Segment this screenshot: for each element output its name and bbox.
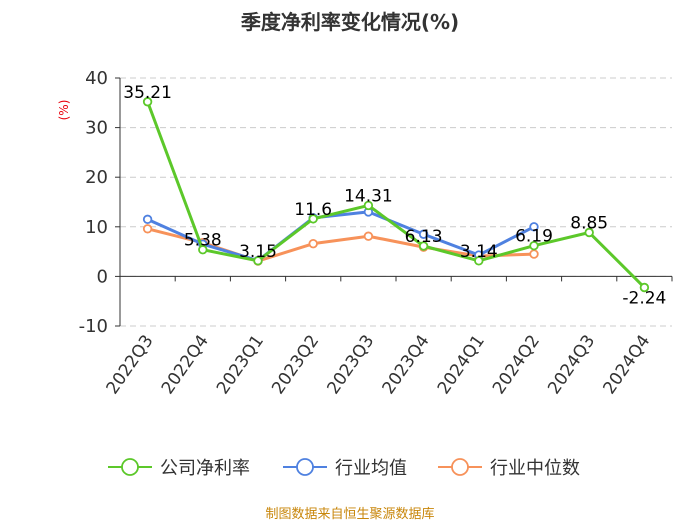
data-label: -2.24 [622, 289, 666, 309]
x-tick-label: 2023Q2 [268, 331, 323, 398]
y-tick-label: 0 [97, 266, 108, 287]
data-label: 35.21 [123, 83, 172, 103]
series-group [142, 97, 650, 293]
legend-label: 行业中位数 [490, 458, 580, 479]
legend[interactable]: 公司净利率 行业均值 行业中位数 [108, 458, 580, 479]
x-tick-label: 2024Q1 [434, 331, 489, 398]
data-point [363, 231, 374, 241]
y-tick-label: 40 [85, 68, 108, 89]
x-tick-label: 2022Q3 [103, 331, 158, 398]
x-tick-label: 2024Q4 [599, 331, 654, 398]
data-label: 6.13 [405, 227, 443, 247]
data-point [529, 222, 539, 232]
y-tick-label: -10 [79, 316, 108, 337]
legend-marker-icon [296, 458, 314, 476]
data-point [142, 97, 153, 107]
y-tick-label: 10 [85, 217, 108, 238]
y-tick-label: 30 [85, 118, 108, 139]
grid-lines [120, 77, 672, 327]
data-point [142, 224, 153, 234]
data-point [474, 256, 484, 266]
data-point [198, 245, 208, 255]
data-point [308, 238, 318, 249]
x-tick-label: 2023Q3 [323, 331, 378, 398]
data-point [253, 256, 263, 266]
data-point [529, 240, 539, 251]
data-point [418, 241, 429, 251]
data-label: 6.19 [515, 227, 553, 247]
data-label: 5.38 [184, 231, 222, 251]
data-label: 14.31 [344, 186, 393, 206]
data-point [529, 249, 539, 259]
data-label: 8.85 [570, 214, 608, 234]
legend-label: 公司净利率 [160, 458, 250, 479]
data-point [142, 214, 153, 225]
y-tick-label: 20 [85, 167, 108, 188]
data-point [639, 282, 650, 293]
x-tick-label: 2023Q1 [213, 331, 268, 398]
legend-item-0[interactable]: 公司净利率 [108, 458, 250, 479]
legend-marker-icon [121, 458, 139, 476]
x-tick-label: 2023Q4 [379, 331, 434, 398]
data-point [584, 227, 594, 238]
legend-item-2[interactable]: 行业中位数 [438, 458, 580, 479]
series-line-0 [146, 101, 646, 289]
legend-label: 行业均值 [335, 458, 407, 479]
data-labels: 35.21 5.38 3.15 11.6 14.31 6.13 3.14 6.19 8.85 -2… [123, 83, 666, 309]
y-axis-label: (%) [57, 100, 71, 121]
data-point [363, 200, 374, 211]
data-point [308, 214, 318, 224]
x-tick-label: 2022Q4 [158, 331, 213, 398]
data-label: 11.6 [294, 200, 332, 220]
series-line-1 [146, 210, 535, 263]
source-note: 制图数据来自恒生聚源数据库 [265, 506, 434, 522]
legend-item-1[interactable]: 行业均值 [283, 458, 407, 479]
x-tick-label: 2024Q3 [544, 331, 599, 398]
legend-marker-icon [451, 458, 469, 476]
data-point [418, 229, 429, 239]
chart-title: 季度净利率变化情况(%) [240, 10, 459, 34]
x-tick-label: 2024Q2 [489, 331, 544, 398]
data-label: 3.15 [239, 242, 277, 262]
data-label: 3.14 [460, 242, 498, 262]
